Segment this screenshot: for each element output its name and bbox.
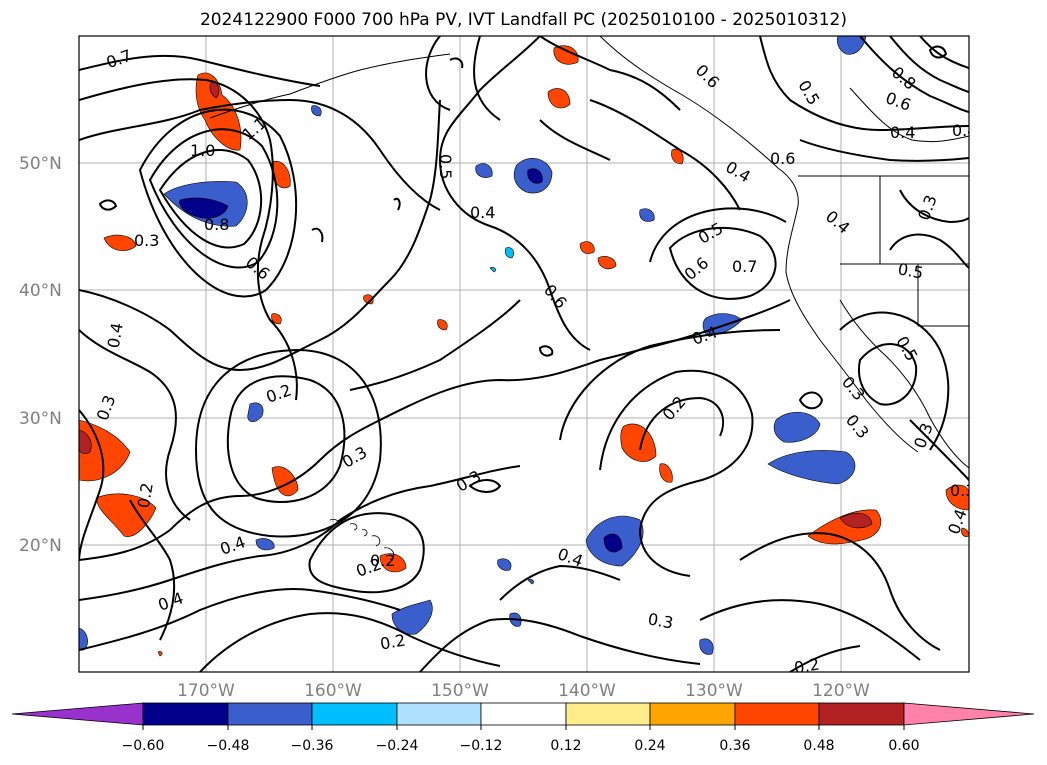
colorbar-ticks xyxy=(142,725,905,730)
contour-label: 0.4 xyxy=(104,321,127,349)
contour-label: 0.7 xyxy=(732,257,757,276)
positive-anomaly-fills xyxy=(79,45,969,657)
colorbar-segment xyxy=(11,702,144,726)
contour-label: 0.3 xyxy=(950,481,975,500)
lat-label-40n: 40°N xyxy=(19,281,62,301)
contour-label: 0.4 xyxy=(952,121,977,140)
pv-contours xyxy=(79,36,969,672)
lon-label-160w: 160°W xyxy=(304,681,362,701)
colorbar-segment xyxy=(734,702,820,726)
colorbar-tick-label: 0.24 xyxy=(634,738,665,754)
lon-label-170w: 170°W xyxy=(177,681,235,701)
colorbar-tick-label: −0.36 xyxy=(291,738,334,754)
longitude-labels: 170°W 160°W 150°W 140°W 130°W 120°W xyxy=(177,681,870,701)
colorbar-tick-label: −0.60 xyxy=(122,738,165,754)
colorbar-tick-label: 0.48 xyxy=(803,738,834,754)
map-frame xyxy=(78,35,970,673)
colorbar-tick-label: 0.60 xyxy=(888,738,919,754)
colorbar-segment xyxy=(649,702,736,726)
colorbar-tick-labels: −0.60 −0.48 −0.36 −0.24 −0.12 0.12 0.24 … xyxy=(122,738,920,754)
colorbar-segment xyxy=(227,702,313,726)
contour-label: 0.5 xyxy=(436,154,455,179)
contour-label: 0.3 xyxy=(134,231,159,250)
colorbar-tick-label: −0.48 xyxy=(207,738,250,754)
contour-label: 0.2 xyxy=(379,630,407,653)
colorbar-segment xyxy=(311,702,398,726)
lon-label-130w: 130°W xyxy=(685,681,743,701)
contour-label: 0.4 xyxy=(470,203,495,222)
latitude-labels: 50°N 40°N 30°N 20°N xyxy=(19,154,62,556)
contour-label: 0.2 xyxy=(793,654,821,677)
contour-label: 0.5 xyxy=(896,259,924,282)
lon-label-120w: 120°W xyxy=(812,681,870,701)
colorbar-tick-label: 0.12 xyxy=(550,738,581,754)
lon-label-150w: 150°W xyxy=(431,681,489,701)
lon-label-140w: 140°W xyxy=(558,681,616,701)
negative-anomaly-fills xyxy=(79,36,867,655)
colorbar-segment xyxy=(818,702,905,726)
contour-label: 0.4 xyxy=(890,123,915,142)
colorbar-tick-label: −0.12 xyxy=(460,738,503,754)
islands xyxy=(329,519,395,561)
contour-label: 0.2 xyxy=(370,551,395,570)
colorbar-tick-label: −0.24 xyxy=(376,738,419,754)
map-title: 2024122900 F000 700 hPa PV, IVT Landfall… xyxy=(199,10,847,30)
lat-label-50n: 50°N xyxy=(19,154,62,174)
colorbar-segment xyxy=(142,702,229,726)
lat-label-30n: 30°N xyxy=(19,409,62,429)
lat-label-20n: 20°N xyxy=(19,536,62,556)
contour-label: 1.0 xyxy=(190,141,215,160)
contour-label: 0.6 xyxy=(770,149,795,168)
colorbar-segment xyxy=(903,702,1035,726)
colorbar-tick-label: 0.36 xyxy=(719,738,750,754)
colorbar-segment xyxy=(480,702,567,726)
colorbar-segment xyxy=(396,702,482,726)
contour-label: 0.2 xyxy=(134,481,157,509)
contour-label: 0.3 xyxy=(646,609,674,632)
colorbar-segment xyxy=(565,702,651,726)
colorbar xyxy=(11,702,1035,726)
coastlines xyxy=(209,36,969,469)
contour-label: 0.8 xyxy=(204,215,229,234)
